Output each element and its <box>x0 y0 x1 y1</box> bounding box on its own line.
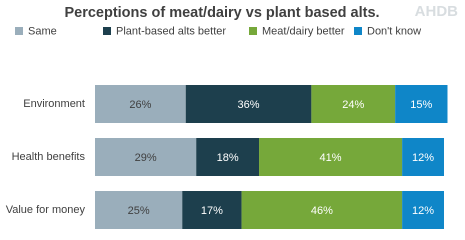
bar-segment <box>259 138 403 176</box>
legend-label: Same <box>28 25 57 37</box>
value-label: 12% <box>412 205 434 217</box>
value-label: 12% <box>412 152 434 164</box>
bar-segment <box>402 138 444 176</box>
value-label: 18% <box>217 152 239 164</box>
bar-segment <box>95 191 183 229</box>
value-label: 15% <box>410 99 432 111</box>
value-label: 29% <box>135 152 157 164</box>
bar-segment <box>95 85 186 123</box>
value-label: 24% <box>342 99 364 111</box>
value-label: 25% <box>128 205 150 217</box>
bar-segment <box>185 85 312 123</box>
category-label: Health benefits <box>12 151 86 163</box>
bar-segment <box>311 85 396 123</box>
bar-segment <box>95 138 197 176</box>
bar-segment <box>395 85 448 123</box>
category-label: Value for money <box>6 204 86 216</box>
legend-swatch <box>249 27 257 35</box>
bar-segment <box>241 191 403 229</box>
logo: AHDB <box>415 3 458 20</box>
value-label: 46% <box>311 205 333 217</box>
legend-label: Don't know <box>367 25 421 37</box>
category-label: Environment <box>23 98 85 110</box>
legend-label: Plant-based alts better <box>116 25 226 37</box>
bar-segment <box>402 191 444 229</box>
legend-swatch <box>354 27 362 35</box>
bar-segment <box>182 191 242 229</box>
value-label: 36% <box>238 99 260 111</box>
value-label: 17% <box>201 205 223 217</box>
legend-swatch <box>15 27 23 35</box>
value-label: 26% <box>129 99 151 111</box>
legend-label: Meat/dairy better <box>262 25 345 37</box>
legend-swatch <box>103 27 111 35</box>
value-label: 41% <box>320 152 342 164</box>
bar-segment <box>196 138 260 176</box>
chart-title: Perceptions of meat/dairy vs plant based… <box>64 5 379 21</box>
